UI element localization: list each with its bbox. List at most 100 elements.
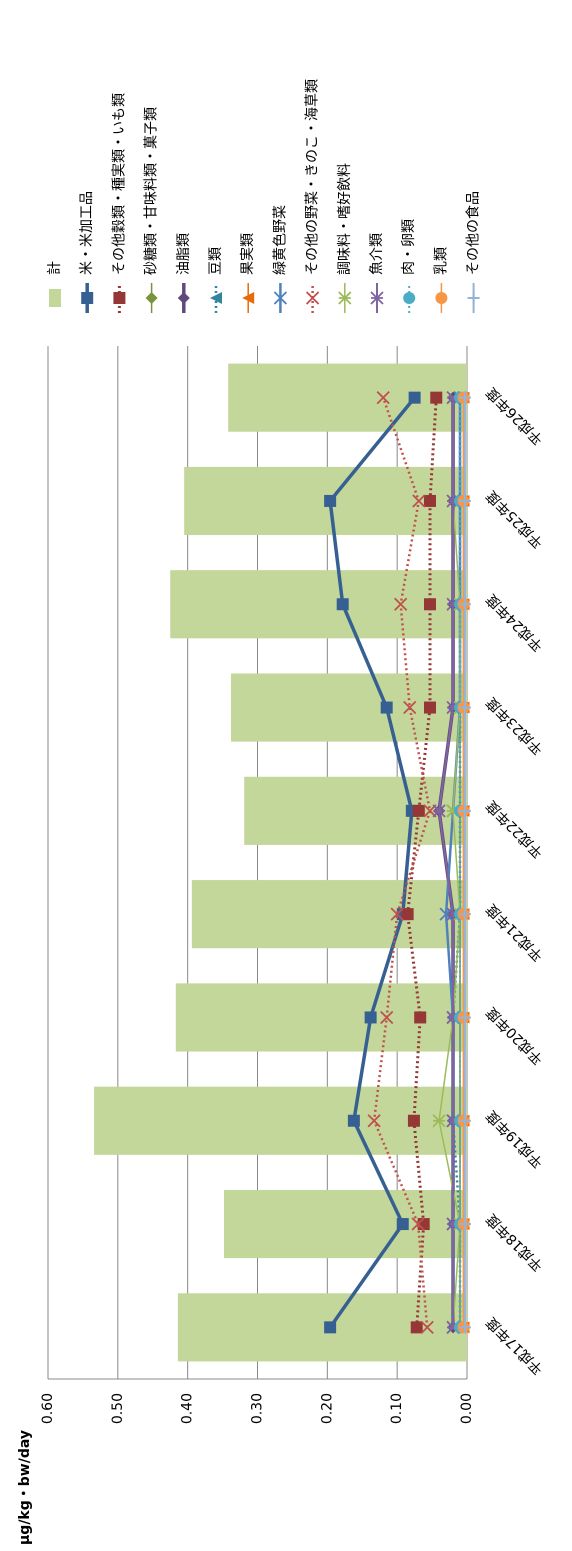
marker (458, 1114, 471, 1127)
legend-label: 計 (47, 261, 63, 275)
y-tick-label: 0.00 (459, 1393, 475, 1424)
legend-marker (338, 291, 352, 305)
x-tick-label: 平成20年度 (483, 1004, 547, 1068)
y-tick-label: 0.30 (250, 1393, 266, 1424)
marker (458, 598, 471, 611)
marker (401, 908, 414, 921)
marker (458, 391, 471, 404)
y-tick-label: 0.60 (40, 1393, 56, 1424)
bar (94, 1086, 467, 1155)
marker (411, 1217, 425, 1231)
marker (417, 1218, 430, 1231)
legend-marker (403, 292, 416, 304)
legend-label: 調味料・嗜好飲料 (337, 163, 353, 275)
legend-label: その他穀類・種実類・いも類 (111, 93, 127, 275)
marker (430, 391, 443, 404)
legend-marker (435, 292, 448, 304)
marker (458, 1218, 471, 1231)
y-tick-label: 0.50 (110, 1393, 126, 1424)
marker (410, 1321, 423, 1334)
legend-marker (305, 291, 320, 305)
marker (432, 1114, 446, 1128)
marker (423, 494, 436, 507)
series-line (328, 396, 416, 1329)
x-tick-label: 平成23年度 (483, 694, 547, 758)
legend-label: 豆類 (208, 247, 224, 275)
marker (390, 907, 404, 921)
bar (223, 1189, 467, 1259)
marker (396, 1218, 409, 1231)
marker (412, 804, 425, 817)
bar (230, 673, 467, 742)
series-line (438, 397, 455, 1328)
bar (170, 570, 467, 639)
bar (175, 983, 467, 1052)
legend-label: 肉・卵類 (401, 219, 417, 275)
marker (376, 391, 390, 405)
marker (423, 598, 436, 611)
x-tick-label: 平成24年度 (483, 591, 547, 655)
marker (336, 598, 349, 611)
x-tick-label: 平成19年度 (483, 1107, 547, 1171)
marker (414, 1011, 427, 1024)
marker (324, 1321, 337, 1334)
x-tick-label: 平成17年度 (483, 1314, 547, 1378)
legend-marker (370, 291, 384, 305)
legend-marker (145, 292, 158, 304)
legend-label: 米・米加工品 (79, 191, 95, 275)
legend-marker (177, 292, 190, 304)
marker (394, 597, 408, 611)
marker (364, 1011, 377, 1024)
marker (347, 1114, 360, 1127)
marker (380, 701, 393, 714)
legend-label: 魚介類 (369, 233, 385, 275)
legend-label: その他の食品 (465, 191, 482, 275)
legend-label: その他の野菜・きのこ・海草類 (305, 79, 321, 275)
marker (412, 494, 426, 508)
legend-label: 緑黄色野菜 (271, 205, 288, 275)
x-tick-label: 平成22年度 (483, 797, 547, 861)
marker (458, 908, 471, 921)
marker (458, 494, 471, 507)
series-line (406, 397, 438, 1328)
marker (458, 1321, 471, 1334)
marker (420, 1320, 434, 1334)
marker (367, 1114, 381, 1128)
marker (458, 701, 471, 714)
legend-marker (210, 292, 222, 304)
bar (191, 880, 468, 949)
marker (403, 700, 417, 715)
marker (423, 701, 436, 714)
legend-label: 砂糖類・甘味料類・菓子類 (144, 107, 160, 275)
marker (432, 804, 446, 818)
x-tick-label: 平成25年度 (483, 487, 547, 551)
y-axis-label: μg/kg・bw/day (17, 1430, 33, 1545)
marker (408, 391, 421, 404)
x-tick-label: 平成18年度 (483, 1210, 547, 1274)
rotated-plot: μg/kg・bw/day 0.00 0.10 0.20 0.30 0.40 0.50 0.6… (17, 79, 547, 1545)
legend-swatch (49, 289, 61, 307)
legend-label: 乳類 (433, 247, 449, 275)
legend-marker (467, 292, 480, 304)
series-line (438, 397, 461, 1328)
legend-label: 果実類 (240, 233, 256, 275)
legend-marker (81, 292, 94, 304)
legend-label: 油脂類 (176, 233, 192, 275)
x-tick-label: 平成21年度 (483, 900, 547, 964)
y-tick-label: 0.20 (319, 1393, 335, 1424)
marker (407, 1114, 420, 1127)
marker (380, 1010, 394, 1025)
legend-marker (242, 292, 255, 304)
marker (458, 1011, 471, 1024)
x-tick-label: 平成26年度 (483, 384, 547, 448)
marker (324, 494, 337, 507)
series-line (372, 397, 432, 1328)
legend-marker (113, 292, 126, 304)
y-tick-label: 0.40 (180, 1393, 196, 1424)
y-tick-label: 0.10 (389, 1393, 405, 1424)
bar (177, 1293, 467, 1362)
legend-marker (273, 291, 288, 305)
bar (228, 363, 467, 432)
marker (458, 804, 471, 817)
